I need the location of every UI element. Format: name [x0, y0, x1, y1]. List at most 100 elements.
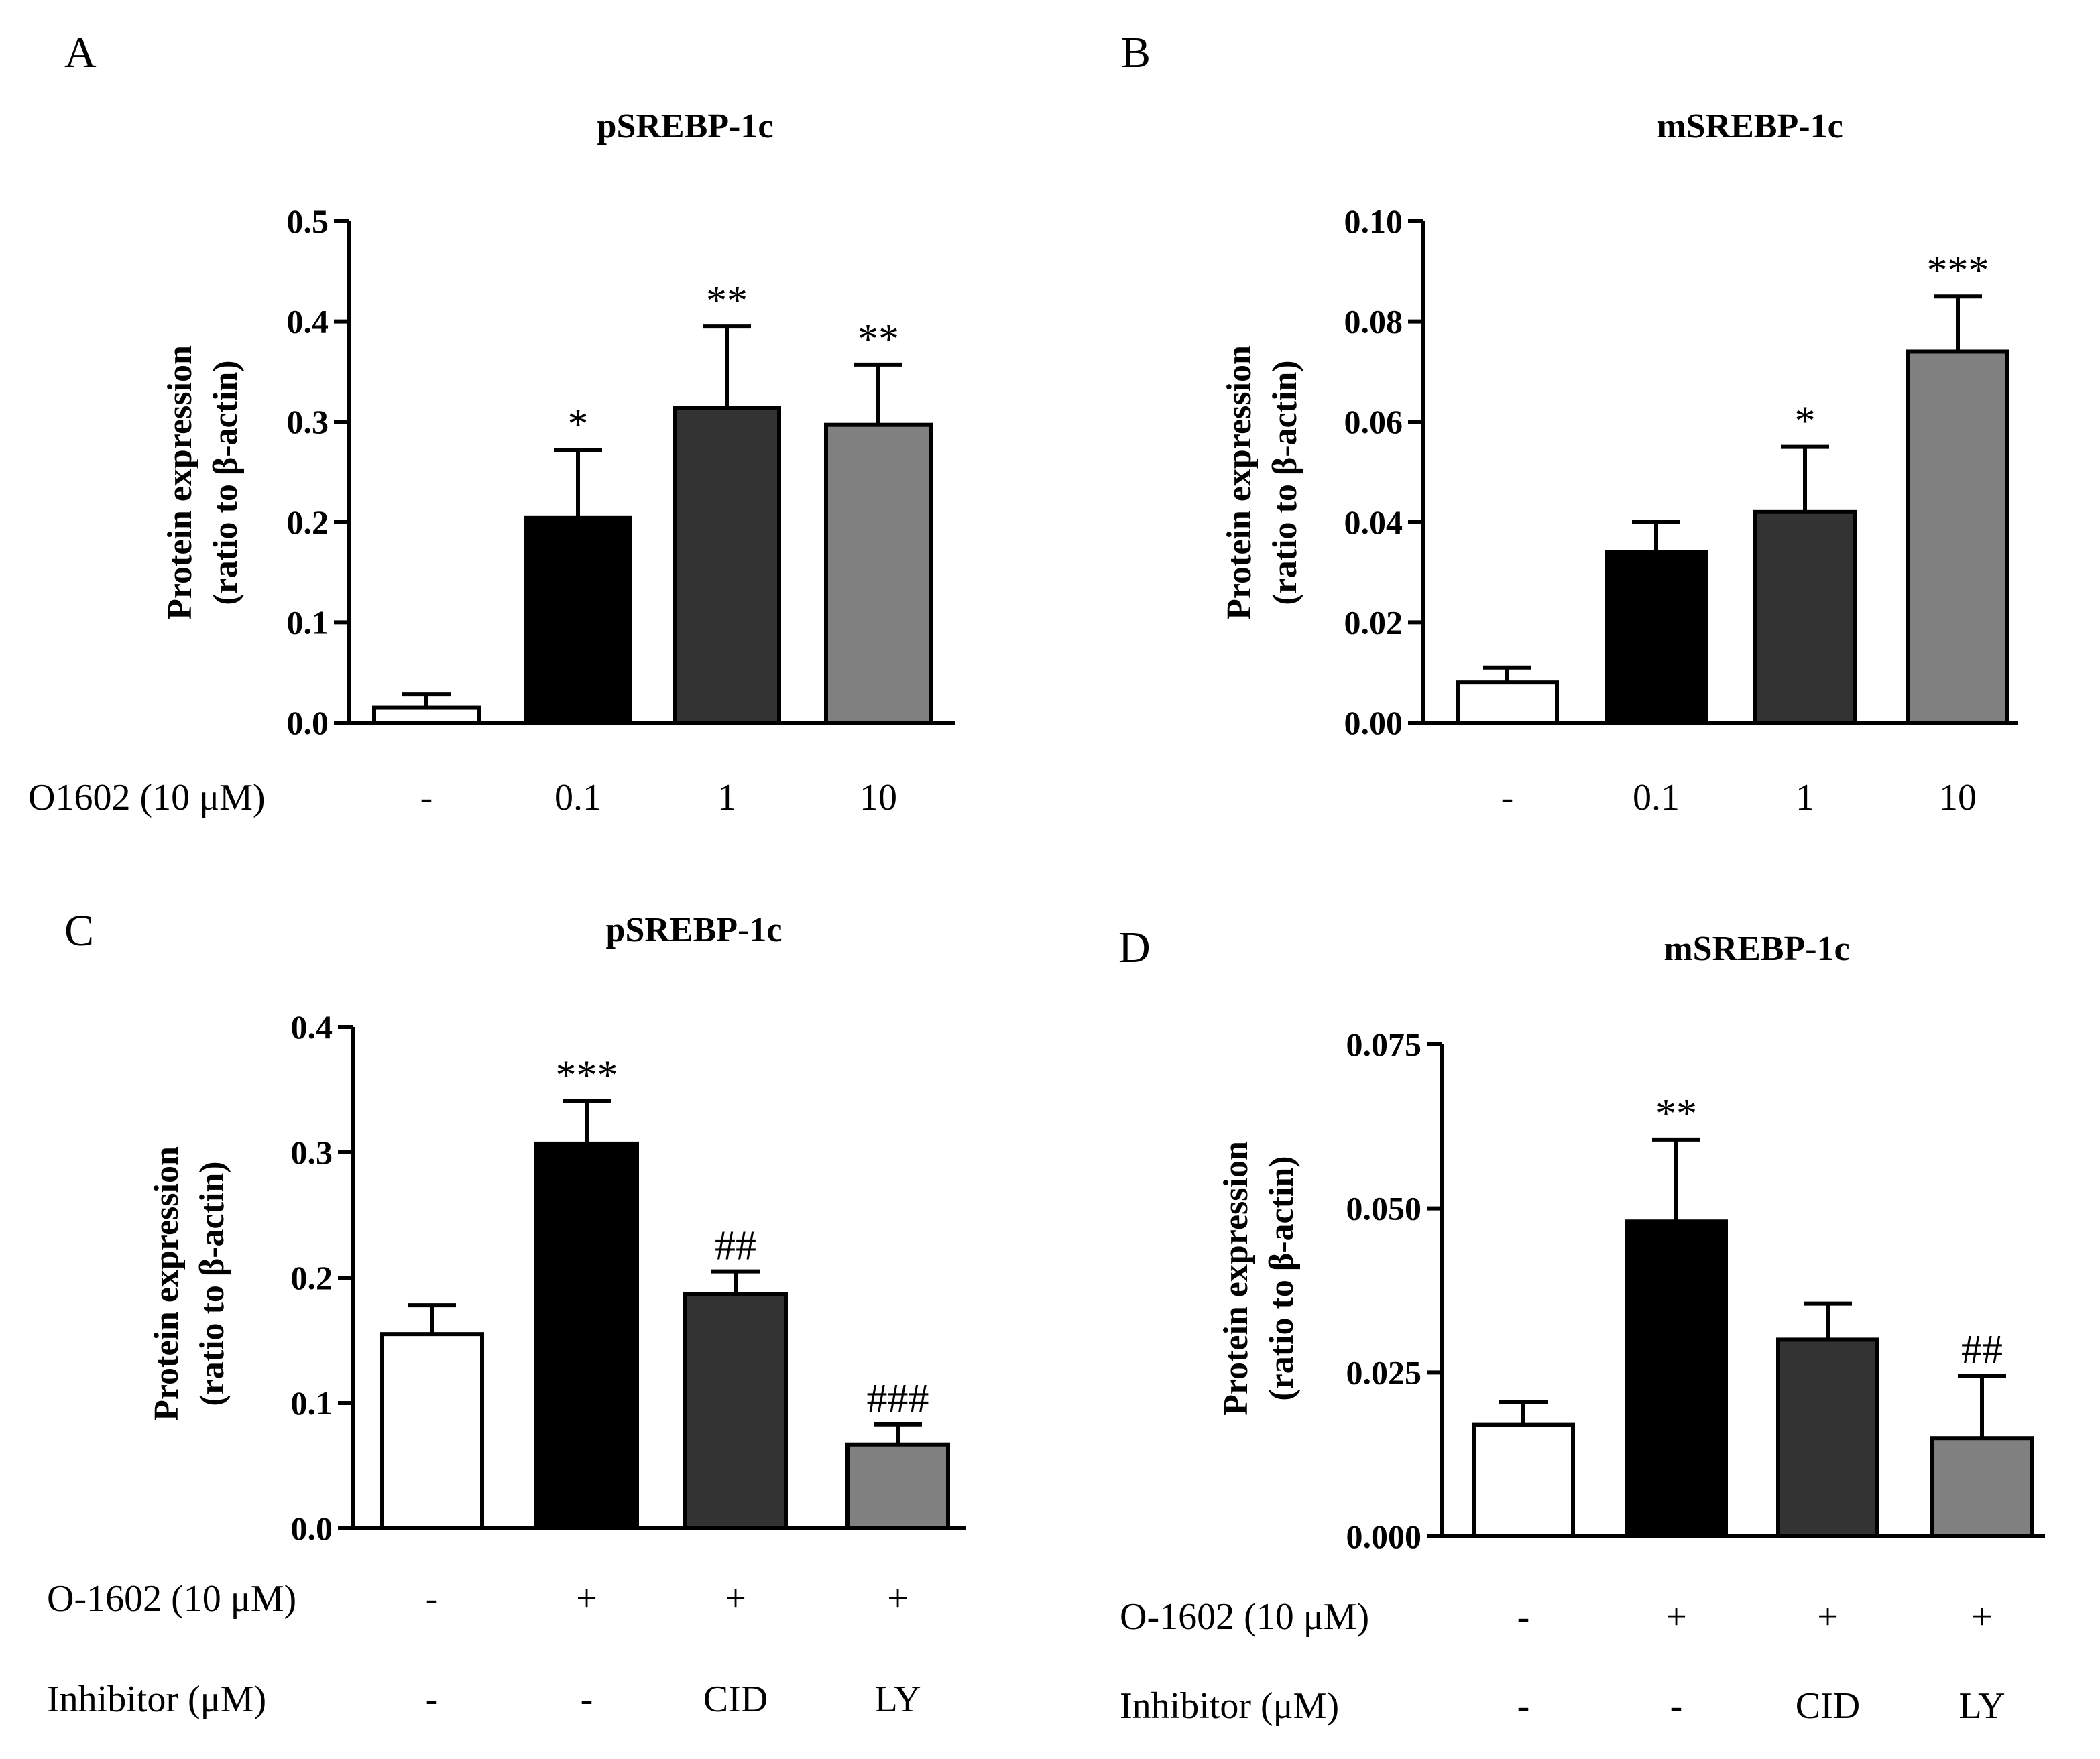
- y-tick-label: 0.1: [287, 603, 329, 641]
- y-tick-label: 0.3: [287, 403, 329, 440]
- y-axis-label-line: (ratio to β-actin): [1263, 1156, 1301, 1400]
- x-category-label: 10: [860, 777, 897, 818]
- x-category-label: 0.1: [1633, 777, 1680, 818]
- bar: [1472, 1422, 1575, 1539]
- x-category-label: -: [420, 777, 433, 818]
- y-axis-label-line: (ratio to β-actin): [1266, 360, 1304, 605]
- y-tick-label: 0.08: [1344, 303, 1403, 341]
- panel-letter: D: [1118, 923, 1151, 972]
- x-category-label: LY: [1959, 1685, 2005, 1727]
- y-tick-label: 0.000: [1346, 1518, 1422, 1555]
- bar: [673, 406, 781, 725]
- bar: [524, 515, 632, 725]
- x-category-label: +: [1817, 1596, 1839, 1638]
- significance-label: ***: [556, 1052, 618, 1098]
- x-row-label: O-1602 (10 μM): [1120, 1596, 1369, 1638]
- y-axis-label-line: (ratio to β-actin): [207, 360, 245, 605]
- x-category-label: -: [1517, 1685, 1530, 1727]
- chart-title: mSREBP-1c: [1664, 930, 1849, 968]
- x-category-label: 10: [1939, 777, 1977, 818]
- x-category-label: 1: [717, 777, 736, 818]
- x-category-label: +: [576, 1578, 597, 1620]
- chart-title: mSREBP-1c: [1657, 107, 1843, 145]
- x-category-label: -: [581, 1679, 593, 1720]
- x-category-label: +: [887, 1578, 909, 1620]
- bar: [1906, 349, 2009, 725]
- x-category-label: 1: [1796, 777, 1814, 818]
- y-tick-label: 0.02: [1344, 603, 1403, 641]
- chart-title: pSREBP-1c: [606, 911, 782, 949]
- significance-label: *: [1795, 399, 1816, 444]
- y-axis-label-line: Protein expression: [161, 345, 199, 620]
- bar: [534, 1141, 639, 1531]
- x-category-label: LY: [874, 1679, 921, 1720]
- y-tick-label: 0.025: [1346, 1353, 1422, 1391]
- y-axis-label-line: Protein expression: [148, 1146, 186, 1421]
- bar: [845, 1442, 950, 1530]
- y-axis-label: Protein expression (ratio to β-actin): [1217, 1141, 1301, 1416]
- y-tick-label: 0.00: [1344, 704, 1403, 741]
- x-category-label: +: [725, 1578, 746, 1620]
- y-tick-label: 0.2: [291, 1259, 333, 1296]
- x-category-label: 0.1: [555, 777, 601, 818]
- panel-letter: B: [1121, 28, 1151, 77]
- y-tick-label: 0.050: [1346, 1190, 1422, 1227]
- y-tick-label: 0.075: [1346, 1026, 1422, 1063]
- y-axis-label-line: Protein expression: [1220, 345, 1259, 620]
- y-tick-label: 0.4: [291, 1008, 333, 1046]
- y-axis-label: Protein expression (ratio to β-actin): [1220, 345, 1304, 620]
- x-category-label: -: [426, 1679, 439, 1720]
- bar: [1625, 1219, 1728, 1538]
- y-tick-label: 0.10: [1344, 202, 1403, 240]
- bar: [1753, 509, 1857, 725]
- x-category-label: +: [1971, 1596, 1993, 1638]
- x-category-label: -: [1501, 777, 1514, 818]
- x-row-label: Inhibitor (μM): [47, 1679, 266, 1720]
- significance-label: **: [858, 316, 899, 362]
- significance-label: *: [568, 402, 589, 447]
- x-category-label: CID: [1796, 1685, 1860, 1727]
- y-tick-label: 0.0: [291, 1510, 333, 1547]
- y-axis-label-line: Protein expression: [1217, 1141, 1255, 1416]
- significance-label: ##: [715, 1223, 756, 1269]
- panel-letter: A: [64, 28, 97, 77]
- x-category-label: -: [426, 1578, 439, 1620]
- bar: [1930, 1436, 2034, 1538]
- y-tick-label: 0.06: [1344, 403, 1403, 440]
- chart-title: pSREBP-1c: [597, 107, 774, 145]
- y-tick-label: 0.0: [287, 704, 329, 741]
- x-row-label: Inhibitor (μM): [1120, 1685, 1339, 1727]
- y-tick-label: 0.04: [1344, 503, 1403, 541]
- bar: [1776, 1337, 1879, 1539]
- bar: [1605, 550, 1708, 725]
- bar: [372, 705, 481, 725]
- significance-label: ##: [1961, 1327, 2003, 1373]
- bar: [824, 422, 933, 725]
- y-tick-label: 0.2: [287, 503, 329, 541]
- bar: [380, 1332, 484, 1531]
- y-tick-label: 0.3: [291, 1134, 333, 1171]
- y-tick-label: 0.1: [291, 1384, 333, 1422]
- y-axis-label: Protein expression (ratio to β-actin): [161, 345, 245, 620]
- x-category-label: +: [1666, 1596, 1687, 1638]
- y-axis-label: Protein expression (ratio to β-actin): [148, 1146, 231, 1421]
- bar: [683, 1292, 788, 1531]
- x-row-label: O1602 (10 μM): [28, 777, 266, 818]
- significance-label: **: [1655, 1091, 1697, 1137]
- y-tick-label: 0.4: [287, 303, 329, 341]
- y-tick-label: 0.5: [287, 202, 329, 240]
- significance-label: ***: [1927, 248, 1989, 294]
- x-category-label: -: [1670, 1685, 1683, 1727]
- significance-label: ###: [867, 1376, 929, 1422]
- bar: [1456, 680, 1559, 725]
- x-row-label: O-1602 (10 μM): [47, 1578, 296, 1620]
- x-category-label: CID: [703, 1679, 768, 1720]
- x-category-label: -: [1517, 1596, 1530, 1638]
- panel-letter: C: [64, 906, 94, 955]
- y-axis-label-line: (ratio to β-actin): [193, 1161, 231, 1406]
